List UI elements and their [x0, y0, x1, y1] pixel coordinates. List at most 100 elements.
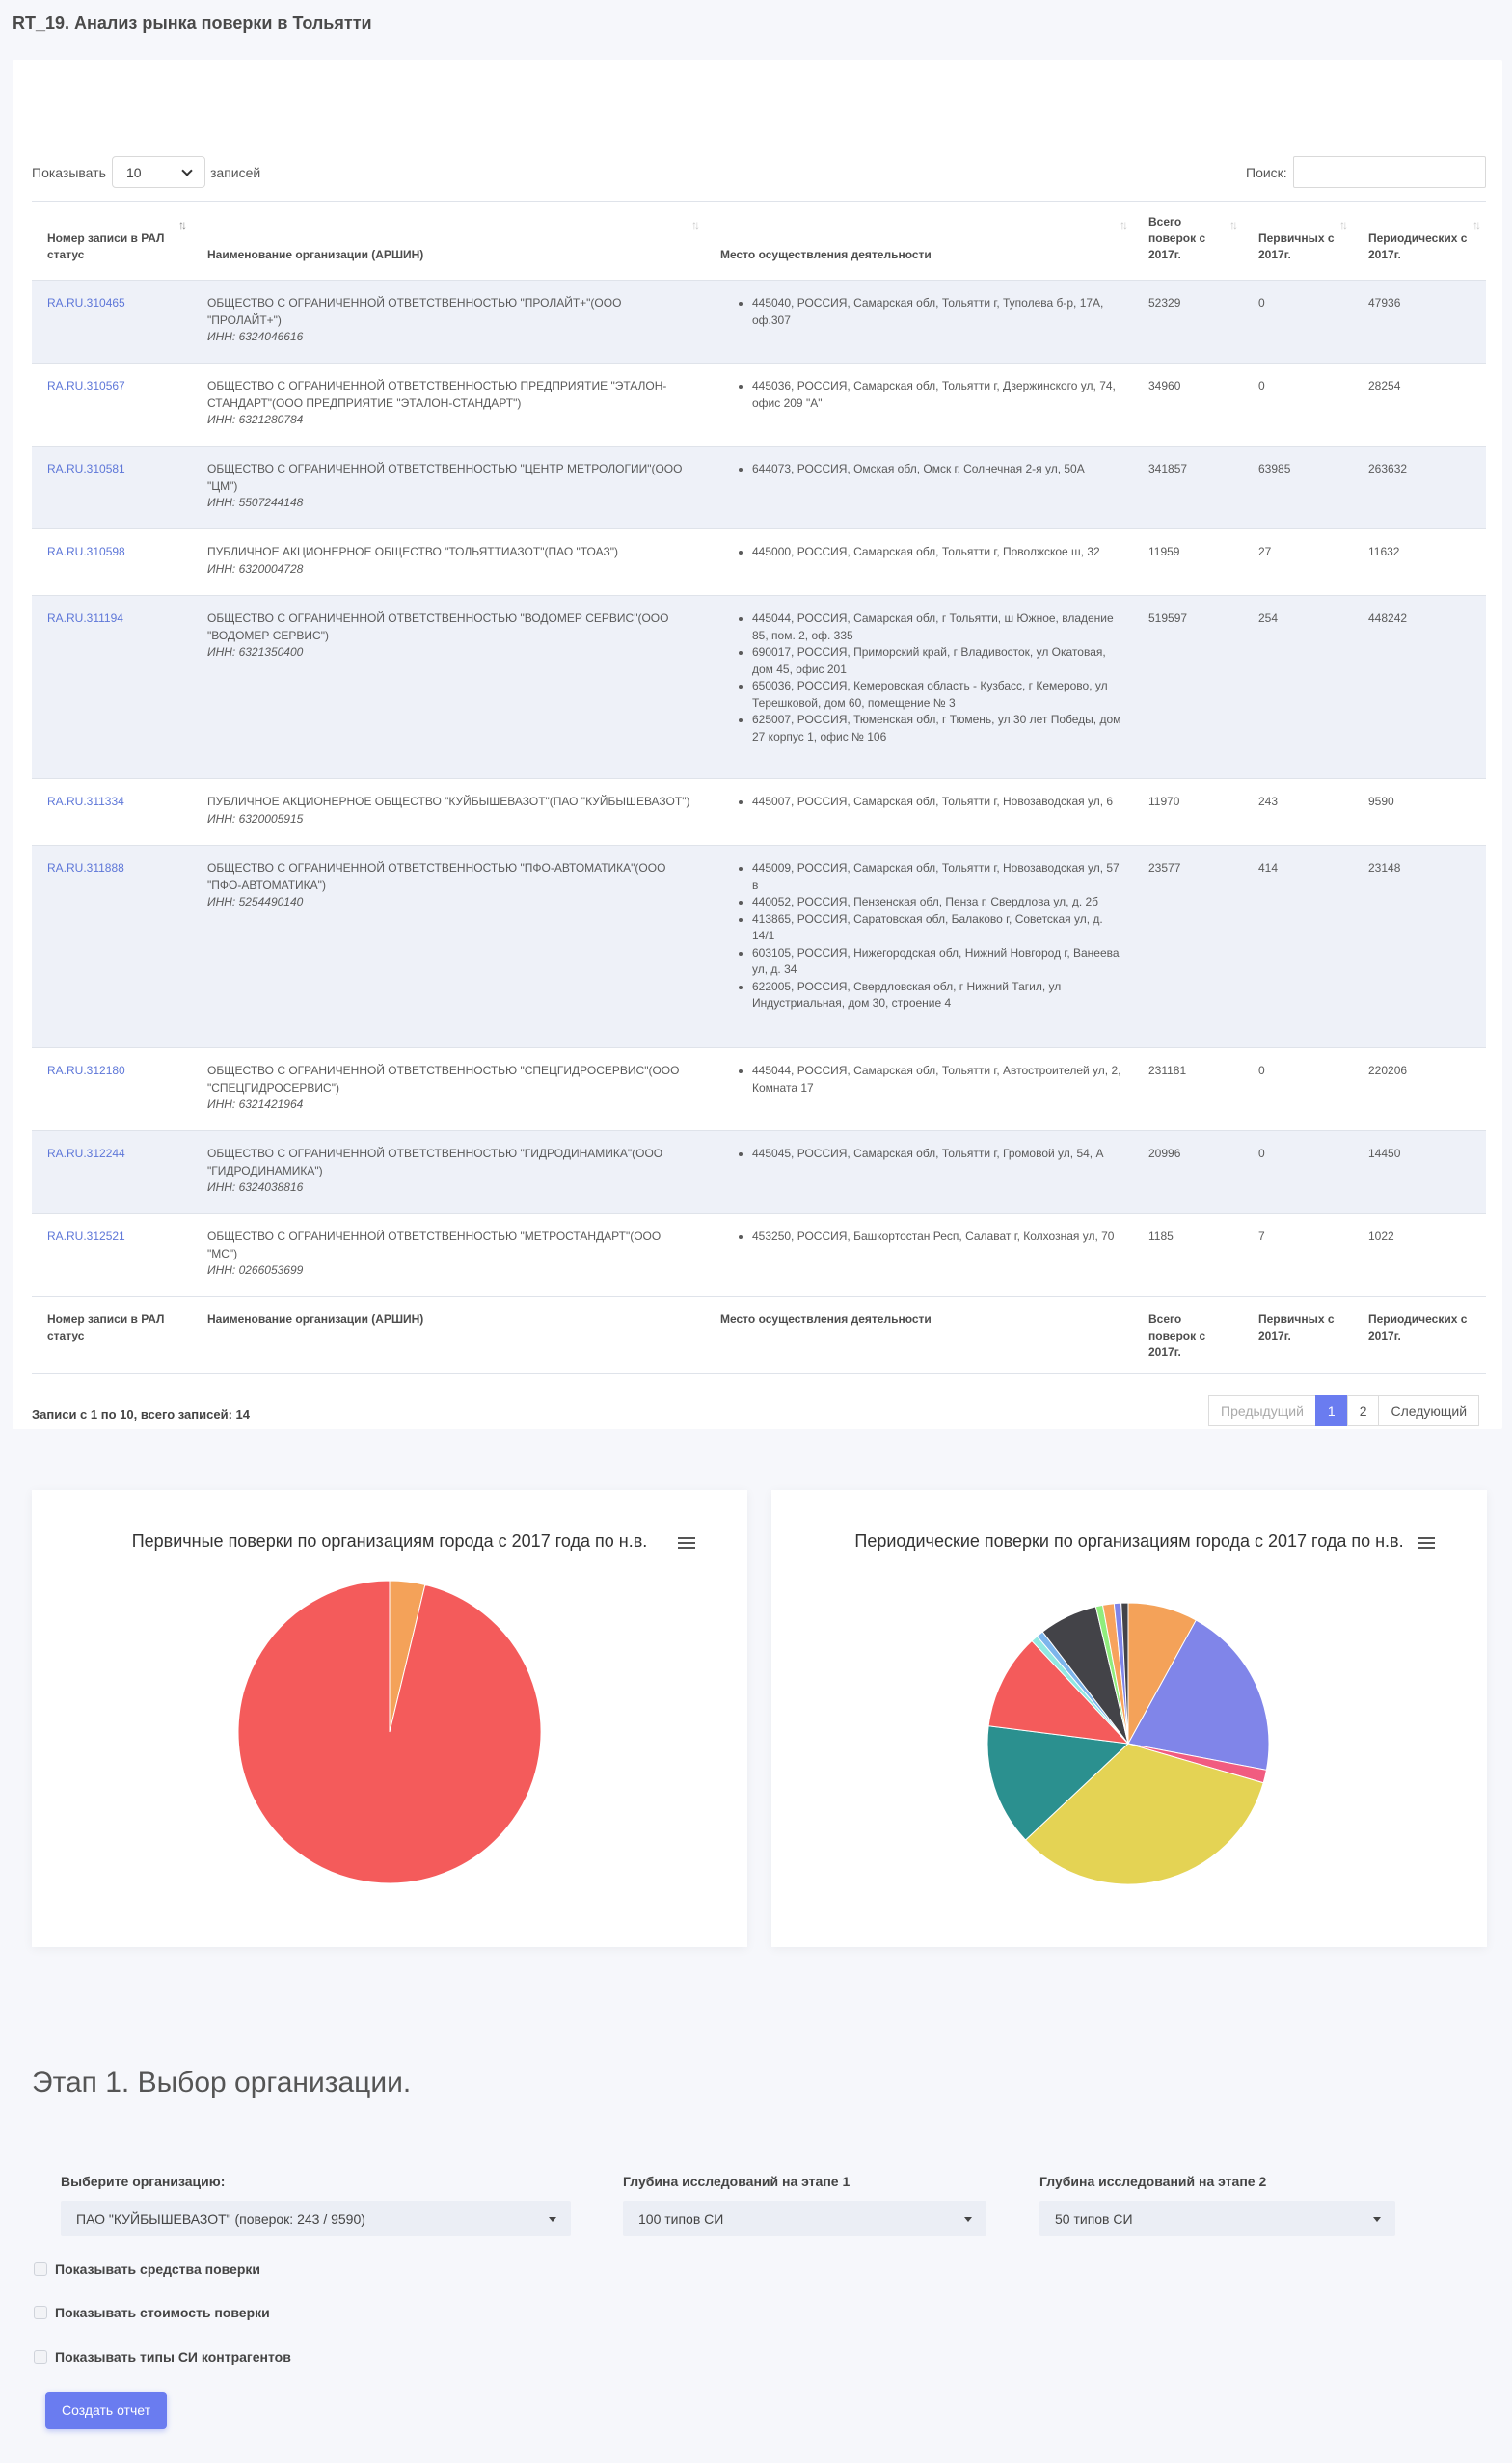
column-header-label: Наименование организации (АРШИН) [207, 248, 424, 261]
periodic-cell: 448242 [1353, 595, 1486, 779]
depth2-select[interactable]: 50 типов СИ [1040, 2201, 1395, 2236]
table-row: RA.RU.310567 ОБЩЕСТВО С ОГРАНИЧЕННОЙ ОТВЕ… [32, 363, 1486, 447]
record-link[interactable]: RA.RU.310567 [47, 379, 125, 392]
show-label: Показывать [32, 165, 106, 180]
depth1-label: Глубина исследований на этапе 1 [623, 2174, 850, 2189]
table-info: Записи с 1 по 10, всего записей: 14 [32, 1407, 250, 1421]
org-inn: ИНН: 5254490140 [207, 895, 304, 908]
record-link[interactable]: RA.RU.310598 [47, 545, 125, 558]
next-page-button[interactable]: Следующий [1378, 1395, 1480, 1426]
sort-icon[interactable]: ↑↓ [1472, 218, 1481, 231]
org-label: Выберите организацию: [61, 2174, 226, 2189]
primary-pie [237, 1580, 542, 1884]
address-cell: 445044, РОССИЯ, Самарская обл, Тольятти … [705, 1047, 1133, 1131]
address-list: 445040, РОССИЯ, Самарская обл, Тольятти … [720, 295, 1121, 329]
periodic-cell: 11632 [1353, 528, 1486, 596]
checkbox-show-cost[interactable]: Показывать стоимость поверки [34, 2305, 270, 2320]
primary-cell: 27 [1243, 528, 1353, 596]
pie-slice[interactable] [1120, 1602, 1129, 1745]
record-link[interactable]: RA.RU.312244 [47, 1147, 125, 1160]
page-length-select[interactable]: 10 [112, 156, 205, 188]
record-link[interactable]: RA.RU.310465 [47, 296, 125, 310]
column-header-label: Номер записи в РАЛ статус [47, 231, 165, 261]
depth1-select[interactable]: 100 типов СИ [623, 2201, 986, 2236]
record-link[interactable]: RA.RU.310581 [47, 462, 125, 475]
table-row: RA.RU.310581 ОБЩЕСТВО С ОГРАНИЧЕННОЙ ОТВЕ… [32, 446, 1486, 529]
record-id-cell: RA.RU.311334 [32, 778, 192, 846]
address-cell: 445044, РОССИЯ, Самарская обл, г Тольятт… [705, 595, 1133, 779]
record-link[interactable]: RA.RU.312521 [47, 1230, 125, 1243]
checkbox-show-tools[interactable]: Показывать средства поверки [34, 2261, 260, 2277]
pie-slice[interactable] [986, 1725, 1130, 1841]
address-item: 445009, РОССИЯ, Самарская обл, Тольятти … [752, 860, 1121, 894]
org-inn: ИНН: 6321280784 [207, 413, 304, 426]
periodic-cell: 1022 [1353, 1213, 1486, 1297]
primary-cell: 63985 [1243, 446, 1353, 529]
column-header[interactable]: Наименование организации (АРШИН) ↑↓ [192, 201, 705, 281]
record-id-cell: RA.RU.312244 [32, 1130, 192, 1214]
prev-page-button[interactable]: Предыдущий [1208, 1395, 1316, 1426]
record-link[interactable]: RA.RU.311334 [47, 795, 124, 808]
sort-icon[interactable]: ↑↓ [1339, 218, 1348, 231]
pie-slice[interactable] [987, 1639, 1130, 1745]
checkbox-label: Показывать средства поверки [55, 2261, 261, 2277]
sort-icon[interactable]: ↑↓ [1229, 218, 1238, 231]
org-select[interactable]: ПАО "КУЙБЫШЕВАЗОТ" (поверок: 243 / 9590) [61, 2201, 571, 2236]
org-inn: ИНН: 6321421964 [207, 1097, 304, 1111]
org-inn: ИНН: 6320004728 [207, 561, 304, 576]
org-name: ОБЩЕСТВО С ОГРАНИЧЕННОЙ ОТВЕТСТВЕННОСТЬЮ… [207, 296, 622, 327]
column-header-label: Периодических с 2017г. [1368, 1313, 1468, 1342]
checkbox-box[interactable] [34, 2306, 47, 2319]
caret-down-icon [549, 2217, 556, 2222]
table-row: RA.RU.312521 ОБЩЕСТВО С ОГРАНИЧЕННОЙ ОТВЕ… [32, 1213, 1486, 1297]
page-2-button[interactable]: 2 [1346, 1395, 1380, 1426]
column-header[interactable]: Первичных с 2017г. ↑↓ [1243, 201, 1353, 281]
chevron-down-icon [181, 165, 193, 176]
record-link[interactable]: RA.RU.312180 [47, 1064, 125, 1077]
primary-cell: 0 [1243, 1047, 1353, 1131]
checkbox-box[interactable] [34, 2262, 47, 2276]
periodic-cell: 28254 [1353, 363, 1486, 447]
address-item: 445040, РОССИЯ, Самарская обл, Тольятти … [752, 295, 1121, 329]
org-name: ОБЩЕСТВО С ОГРАНИЧЕННОЙ ОТВЕТСТВЕННОСТЬЮ… [207, 1064, 680, 1095]
record-link[interactable]: RA.RU.311194 [47, 611, 123, 625]
sort-icon[interactable]: ↑↓ [178, 218, 187, 231]
column-header[interactable]: Всего поверок с 2017г. ↑↓ [1133, 201, 1243, 281]
record-id-cell: RA.RU.310581 [32, 446, 192, 529]
sort-icon[interactable]: ↑↓ [691, 218, 700, 231]
total-cell: 20996 [1133, 1130, 1243, 1214]
column-header: Наименование организации (АРШИН) [192, 1296, 705, 1374]
table-row: RA.RU.312180 ОБЩЕСТВО С ОГРАНИЧЕННОЙ ОТВЕ… [32, 1047, 1486, 1131]
address-list: 445036, РОССИЯ, Самарская обл, Тольятти … [720, 378, 1121, 412]
pie-slice[interactable] [1024, 1743, 1264, 1885]
column-header: Всего поверок с 2017г. [1133, 1296, 1243, 1374]
chart-menu-icon[interactable] [1418, 1537, 1435, 1551]
checkbox-show-contractor-types[interactable]: Показывать типы СИ контрагентов [34, 2349, 291, 2365]
caret-down-icon [1373, 2217, 1381, 2222]
column-header[interactable]: Периодических с 2017г. ↑↓ [1353, 201, 1486, 281]
search-input[interactable] [1293, 156, 1486, 188]
pie-slice[interactable] [1127, 1619, 1270, 1771]
table-controls: Показывать 10 записей Поиск: [32, 156, 1486, 189]
column-header-label: Место осуществления деятельности [720, 1313, 932, 1326]
page-1-button[interactable]: 1 [1314, 1395, 1348, 1426]
table-row: RA.RU.311888 ОБЩЕСТВО С ОГРАНИЧЕННОЙ ОТВЕ… [32, 845, 1486, 1048]
chart-menu-icon[interactable] [678, 1537, 695, 1551]
table-row: RA.RU.311334 ПУБЛИЧНОЕ АКЦИОНЕРНОЕ ОБЩЕСТ… [32, 778, 1486, 846]
create-report-button[interactable]: Создать отчет [45, 2392, 167, 2429]
address-item: 445045, РОССИЯ, Самарская обл, Тольятти … [752, 1146, 1121, 1163]
sort-icon[interactable]: ↑↓ [1120, 218, 1128, 231]
column-header[interactable]: Место осуществления деятельности ↑↓ [705, 201, 1133, 281]
checkbox-box[interactable] [34, 2350, 47, 2364]
table-footer-row: Номер записи в РАЛ статус Наименование ор… [32, 1296, 1486, 1374]
org-inn: ИНН: 6320005915 [207, 811, 304, 826]
org-cell: ПУБЛИЧНОЕ АКЦИОНЕРНОЕ ОБЩЕСТВО "ТОЛЬЯТТИ… [192, 528, 705, 596]
address-list: 445044, РОССИЯ, Самарская обл, Тольятти … [720, 1063, 1121, 1096]
record-link[interactable]: RA.RU.311888 [47, 861, 124, 875]
pie-slice[interactable] [237, 1580, 542, 1884]
org-name: ОБЩЕСТВО С ОГРАНИЧЕННОЙ ОТВЕТСТВЕННОСТЬЮ… [207, 611, 669, 642]
total-cell: 341857 [1133, 446, 1243, 529]
column-header[interactable]: Номер записи в РАЛ статус ↑↓ [32, 201, 192, 281]
table-header-row: Номер записи в РАЛ статус ↑↓ Наименование … [32, 201, 1486, 281]
record-id-cell: RA.RU.311194 [32, 595, 192, 779]
